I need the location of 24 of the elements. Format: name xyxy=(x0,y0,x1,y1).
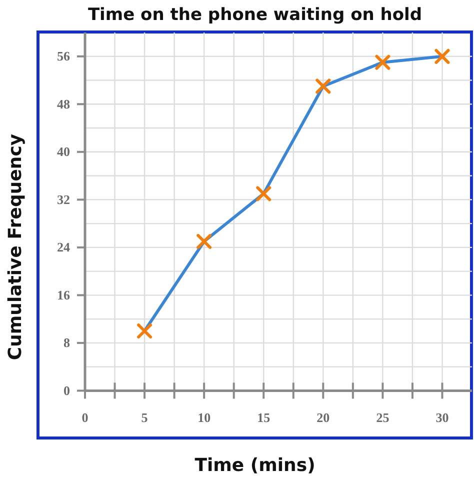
x-tick-label: 5 xyxy=(141,410,148,425)
x-tick-label: 30 xyxy=(436,410,449,425)
point xyxy=(375,54,390,70)
y-tick-label: 8 xyxy=(64,335,70,350)
point xyxy=(196,234,212,249)
y-tick-label: 48 xyxy=(57,96,70,112)
x-tick-label: 10 xyxy=(198,410,211,425)
y-axis-title: Cumulative Frequency xyxy=(5,134,26,360)
x-tick-label: 25 xyxy=(376,410,390,425)
y-tick-label: 32 xyxy=(57,192,70,207)
point xyxy=(137,324,152,338)
y-tick-label: 16 xyxy=(57,287,70,302)
y-tick-label: 0 xyxy=(64,382,70,398)
x-tick-label: 15 xyxy=(257,410,271,425)
point xyxy=(316,78,331,94)
point xyxy=(434,48,450,64)
point xyxy=(256,186,272,202)
y-tick-label: 24 xyxy=(57,240,70,255)
x-tick-label: 0 xyxy=(82,410,88,425)
y-tick-label: 56 xyxy=(57,48,70,64)
y-tick-label: 40 xyxy=(57,144,70,160)
x-tick-label: 20 xyxy=(316,410,330,425)
x-axis-title: Time (mins) xyxy=(194,455,316,476)
chart-title: Time on the phone waiting on hold xyxy=(88,5,422,25)
